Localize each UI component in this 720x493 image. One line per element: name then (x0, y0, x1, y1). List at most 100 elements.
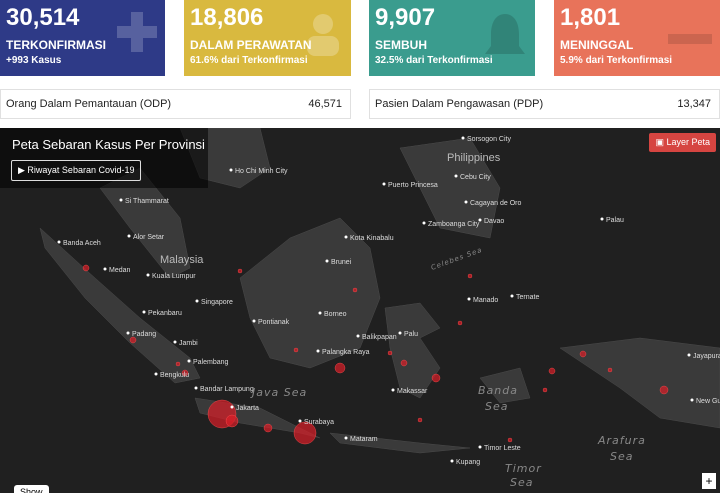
place-dot (173, 340, 177, 344)
place-dot (57, 240, 61, 244)
place-dot (146, 273, 150, 277)
place-dot (464, 200, 468, 204)
place-dot (510, 294, 514, 298)
map[interactable]: Sorsogon City Philippines Ho Chi Minh City… (0, 128, 720, 493)
place-label: Cagayan de Oro (470, 200, 521, 207)
place-label: Palu (404, 331, 418, 338)
icon-minus (668, 34, 712, 44)
place-label: Brunei (331, 259, 352, 266)
card-label: MENINGGAL (560, 38, 634, 52)
place-dot (187, 359, 191, 363)
place-label: Makassar (397, 388, 428, 395)
place-label: Alor Setar (133, 234, 165, 241)
history-button[interactable]: ▶ Riwayat Sebaran Covid-19 (11, 160, 142, 181)
place-label: Jambi (179, 340, 198, 347)
card-sub: +993 Kasus (6, 55, 62, 66)
case-dot (579, 350, 587, 358)
map-title-box: Peta Sebaran Kasus Per Provinsi ▶ Riwaya… (0, 128, 208, 188)
place-dot (119, 198, 123, 202)
place-label: Malaysia (160, 254, 204, 266)
place-dot (318, 311, 322, 315)
case-dot (431, 373, 441, 383)
case-dot (467, 273, 473, 279)
stat-value: 46,571 (308, 98, 342, 110)
place-dot (690, 398, 694, 402)
place-dot (461, 136, 465, 140)
place-dot (382, 182, 386, 186)
case-dots (82, 264, 669, 445)
place-dot (600, 217, 604, 221)
card-confirmed: 30,514 TERKONFIRMASI +993 Kasus (0, 0, 165, 76)
case-dot (659, 385, 669, 395)
place-label: Bandar Lampung (200, 386, 254, 393)
place-dot (478, 218, 482, 222)
case-dot (82, 264, 90, 272)
place-label: Surabaya (304, 419, 334, 426)
place-dot (344, 436, 348, 440)
place-label: Bengkulu (160, 372, 189, 379)
place-label: Mataram (350, 436, 378, 443)
case-dot (542, 387, 548, 393)
place-label: Cebu City (460, 174, 491, 181)
place-dot (103, 267, 107, 271)
card-value: 30,514 (6, 4, 80, 31)
case-dot (400, 359, 408, 367)
stat-label: Pasien Dalam Pengawasan (PDP) (375, 98, 544, 110)
sea-label: Sea (610, 450, 634, 463)
place-label: Puerto Princesa (388, 182, 438, 189)
place-dot (398, 331, 402, 335)
card-value: 18,806 (190, 4, 264, 31)
card-recovered: 9,907 SEMBUH 32.5% dari Terkonfirmasi (369, 0, 535, 76)
show-button[interactable]: Show (14, 485, 49, 493)
place-label: New Guinea (696, 398, 720, 405)
place-label: Sorsogon City (467, 136, 511, 143)
card-sub: 61.6% dari Terkonfirmasi (190, 55, 308, 66)
place-label: Singapore (201, 299, 233, 306)
case-dot (387, 350, 393, 356)
place-label: Si Thammarat (125, 198, 169, 205)
place-dot (316, 349, 320, 353)
place-label: Kota Kinabalu (350, 235, 394, 242)
sea-label: Arafura (597, 434, 646, 447)
icon-plus (117, 12, 157, 52)
case-dot (293, 421, 317, 445)
place-label: Jayapura (693, 353, 720, 360)
sea-label: Banda (478, 384, 518, 397)
case-dot (225, 414, 239, 428)
place-dot (454, 174, 458, 178)
case-dot (237, 268, 243, 274)
place-dot (252, 319, 256, 323)
history-button-text: Riwayat Sebaran Covid-19 (27, 165, 135, 175)
stat-value: 13,347 (677, 98, 711, 110)
place-label: Manado (473, 297, 498, 304)
icon-bell (485, 14, 525, 54)
case-dot (175, 361, 181, 367)
place-dot (298, 419, 302, 423)
card-value: 1,801 (560, 4, 621, 31)
place-label: Banda Aceh (63, 240, 101, 247)
place-dot (391, 388, 395, 392)
sea-label: Celebes Sea (430, 246, 484, 272)
place-label: Ho Chi Minh City (235, 168, 288, 175)
icon-patient (307, 14, 339, 56)
layer-button[interactable]: ▣ Layer Peta (649, 133, 716, 152)
case-dot (334, 362, 346, 374)
case-dot (129, 336, 137, 344)
card-treated: 18,806 DALAM PERAWATAN 61.6% dari Terkon… (184, 0, 351, 76)
zoom-in[interactable]: + (702, 473, 716, 489)
stat-odp: Orang Dalam Pemantauan (ODP) 46,571 (0, 89, 351, 119)
case-dot (352, 287, 358, 293)
place-dot (154, 372, 158, 376)
place-label: Medan (109, 267, 131, 274)
case-dot (548, 367, 556, 375)
place-dot (422, 221, 426, 225)
place-dot (127, 234, 131, 238)
card-value: 9,907 (375, 4, 436, 31)
layer-button-text: Layer Peta (666, 137, 710, 147)
place-label: Palau (606, 217, 624, 224)
place-dot (126, 331, 130, 335)
sea-label: Sea (485, 400, 509, 413)
place-dot (325, 259, 329, 263)
sea-label: Java Sea (250, 386, 307, 399)
place-label: Pontianak (258, 319, 290, 326)
